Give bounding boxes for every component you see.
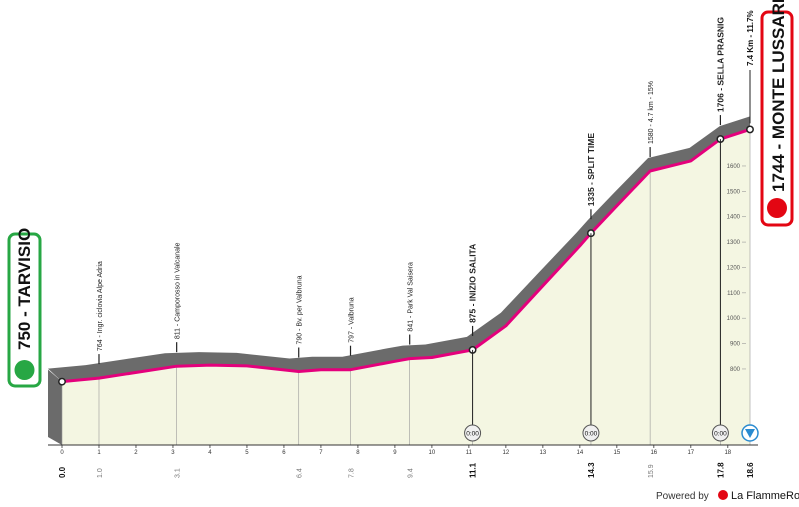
x-tick-label: 11 <box>466 450 473 456</box>
start-box: 750 - TARVISIO <box>7 228 42 388</box>
km-label: 18.6 <box>746 462 755 478</box>
x-tick-label: 12 <box>503 450 510 456</box>
x-tick-label: 9 <box>393 450 397 456</box>
x-tick-label: 5 <box>245 450 249 456</box>
finish-icon <box>767 198 787 218</box>
finish-frame <box>760 10 794 227</box>
annotation: 1580 - 4.7 km - 15% <box>648 81 655 144</box>
finish-box: 1744 - MONTE LUSSARI <box>760 0 794 227</box>
x-tick-label: 17 <box>687 450 694 456</box>
km-label: 14.3 <box>587 462 596 478</box>
powered-by: Powered by <box>656 491 709 502</box>
brand: La FlammeRouge <box>731 490 799 502</box>
annotation: 811 - Camporosso in Valcanale <box>175 242 182 339</box>
profile <box>48 116 751 445</box>
checkpoint-badge <box>582 424 600 442</box>
checkpoint-badge <box>711 424 729 442</box>
x-tick-label: 16 <box>650 450 657 456</box>
km-label: 6.4 <box>297 468 304 478</box>
x-tick-label: 13 <box>540 450 547 456</box>
x-tick-label: 6 <box>282 450 286 456</box>
km-label: 3.1 <box>175 468 182 478</box>
y-tick-label: 1100 <box>727 291 741 297</box>
climb-label: 7.4 Km - 11.7% <box>746 10 755 66</box>
y-tick-label: 1600 <box>727 164 741 170</box>
profile-line <box>61 127 751 384</box>
km-label: 15.9 <box>648 464 655 478</box>
x-tick-label: 7 <box>319 450 323 456</box>
annotation: 1335 - SPLIT TIME <box>586 133 596 207</box>
profile-dot <box>746 125 754 134</box>
finish-marker-arrow <box>745 429 755 438</box>
x-tick-label: 10 <box>429 450 436 456</box>
km-label: 11.1 <box>469 462 478 478</box>
brand-logo <box>718 490 728 500</box>
start-frame <box>7 232 42 388</box>
km-label: 17.8 <box>716 462 725 478</box>
km-label: 9.4 <box>408 468 415 478</box>
annotation: 875 - INIZIO SALITA <box>468 244 478 323</box>
y-tick-label: 1200 <box>727 265 741 271</box>
x-tick-label: 4 <box>208 450 212 456</box>
annotation: 797 - Valbruna <box>349 297 356 343</box>
x-tick-label: 3 <box>171 450 175 456</box>
x-tick-label: 2 <box>134 450 138 456</box>
checkpoint-badge <box>464 424 482 442</box>
annotation: 764 - Ingr. ciclovia Alpe Adria <box>97 261 104 351</box>
y-tick-label: 900 <box>730 342 741 348</box>
finish-label: 1744 - MONTE LUSSARI <box>769 0 788 192</box>
profile-side <box>48 369 62 445</box>
checkpoint-label: 0:00 <box>466 431 479 438</box>
x-tick-label: 14 <box>577 450 584 456</box>
x-tick-label: 15 <box>613 450 620 456</box>
annotation: 790 - Bv. per Valbruna <box>297 275 304 344</box>
annotation: 841 - Park Val Saisera <box>408 262 415 332</box>
start-label: 750 - TARVISIO <box>15 228 34 350</box>
y-tick-label: 800 <box>730 367 741 373</box>
profile-dot <box>58 377 66 386</box>
x-tick-label: 1 <box>97 450 101 456</box>
y-tick-label: 1000 <box>727 316 741 322</box>
checkpoint-label: 0:00 <box>585 431 598 438</box>
y-tick-label: 1400 <box>727 215 741 221</box>
y-tick-label: 1500 <box>727 189 741 195</box>
km-label: 7.8 <box>349 468 356 478</box>
x-tick-label: 0 <box>60 450 64 456</box>
km-label: 1.0 <box>97 468 104 478</box>
start-icon <box>14 360 35 380</box>
x-tick-label: 8 <box>356 450 360 456</box>
checkpoint-label: 0:00 <box>714 431 727 438</box>
annotation: 1706 - SELLA PRASNIG <box>715 17 725 112</box>
x-tick-label: 18 <box>724 450 731 456</box>
y-tick-label: 1300 <box>727 240 741 246</box>
km-label: 0.0 <box>58 466 67 478</box>
